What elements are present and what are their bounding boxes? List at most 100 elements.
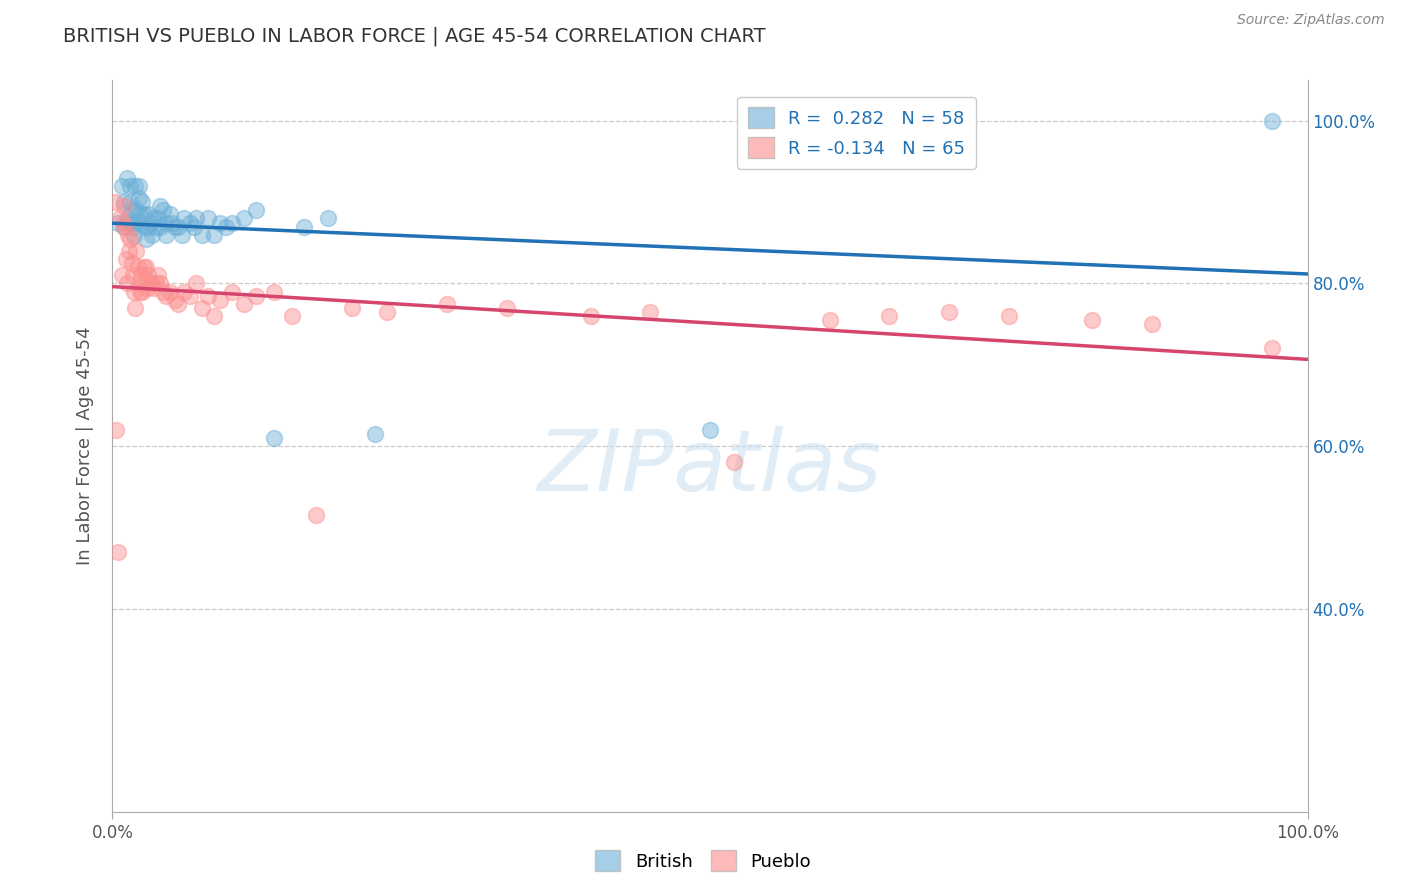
Point (186, 211, 208, 226)
Point (118, 244, 141, 258)
Point (138, 207, 160, 221)
Point (131, 285, 153, 299)
Point (155, 227, 177, 242)
Point (340, 301, 363, 315)
Point (209, 215, 232, 229)
Point (221, 285, 243, 299)
Point (129, 207, 152, 221)
Point (316, 211, 339, 226)
Point (155, 215, 177, 229)
Point (364, 426, 387, 441)
Point (579, 309, 602, 323)
Point (107, 215, 129, 229)
Point (139, 277, 162, 291)
Point (305, 508, 328, 522)
Point (138, 219, 160, 234)
Point (163, 293, 186, 307)
Point (818, 313, 841, 327)
Point (120, 232, 142, 246)
Point (146, 211, 169, 226)
Point (128, 191, 150, 205)
Point (122, 227, 145, 242)
Point (108, 211, 131, 226)
Point (142, 280, 165, 294)
Point (159, 207, 181, 221)
Point (496, 301, 519, 315)
Point (263, 431, 285, 445)
Point (128, 277, 150, 291)
Point (699, 423, 721, 437)
Point (179, 215, 201, 229)
Point (292, 219, 315, 234)
Point (124, 178, 146, 193)
Point (197, 211, 219, 226)
Point (135, 260, 157, 275)
Point (145, 277, 167, 291)
Point (149, 219, 172, 234)
Point (143, 211, 166, 226)
Point (145, 219, 167, 234)
Point (263, 285, 285, 299)
Point (377, 305, 399, 319)
Y-axis label: In Labor Force | Age 45-54: In Labor Force | Age 45-54 (76, 326, 94, 566)
Point (114, 199, 135, 213)
Point (121, 219, 143, 234)
Point (141, 227, 163, 242)
Point (129, 215, 152, 229)
Point (215, 219, 238, 234)
Point (121, 203, 143, 218)
Point (111, 178, 134, 193)
Text: ZIPatlas: ZIPatlas (538, 426, 882, 509)
Point (436, 297, 458, 311)
Point (1142, 317, 1164, 331)
Point (121, 268, 143, 283)
Point (115, 277, 138, 291)
Point (167, 219, 190, 234)
Point (879, 309, 901, 323)
Legend: R =  0.282   N = 58, R = -0.134   N = 65: R = 0.282 N = 58, R = -0.134 N = 65 (738, 96, 976, 169)
Point (120, 178, 142, 193)
Point (131, 195, 153, 210)
Text: BRITISH VS PUEBLO IN LABOR FORCE | AGE 45-54 CORRELATION CHART: BRITISH VS PUEBLO IN LABOR FORCE | AGE 4… (63, 27, 766, 46)
Point (138, 268, 160, 283)
Point (938, 305, 960, 319)
Point (173, 211, 195, 226)
Point (149, 199, 172, 213)
Point (104, 195, 127, 210)
Point (120, 215, 142, 229)
Point (202, 227, 225, 242)
Point (135, 232, 157, 246)
Point (120, 195, 142, 210)
Point (125, 244, 148, 258)
Point (159, 285, 181, 299)
Point (640, 305, 662, 319)
Point (233, 297, 256, 311)
Point (1261, 114, 1284, 128)
Point (114, 219, 135, 234)
Point (170, 227, 193, 242)
Point (146, 268, 169, 283)
Point (125, 215, 148, 229)
Point (134, 277, 156, 291)
Point (162, 215, 183, 229)
Point (245, 203, 267, 218)
Point (183, 219, 205, 234)
Point (112, 215, 135, 229)
Point (723, 455, 745, 469)
Point (281, 309, 304, 323)
Point (179, 288, 201, 302)
Point (202, 309, 225, 323)
Point (155, 288, 177, 302)
Point (1081, 313, 1104, 327)
Point (191, 227, 214, 242)
Point (121, 256, 143, 270)
Point (134, 219, 156, 234)
Point (132, 260, 155, 275)
Point (115, 170, 138, 185)
Point (122, 285, 145, 299)
Point (129, 268, 152, 283)
Point (998, 309, 1021, 323)
Point (173, 285, 195, 299)
Point (128, 178, 150, 193)
Point (129, 285, 152, 299)
